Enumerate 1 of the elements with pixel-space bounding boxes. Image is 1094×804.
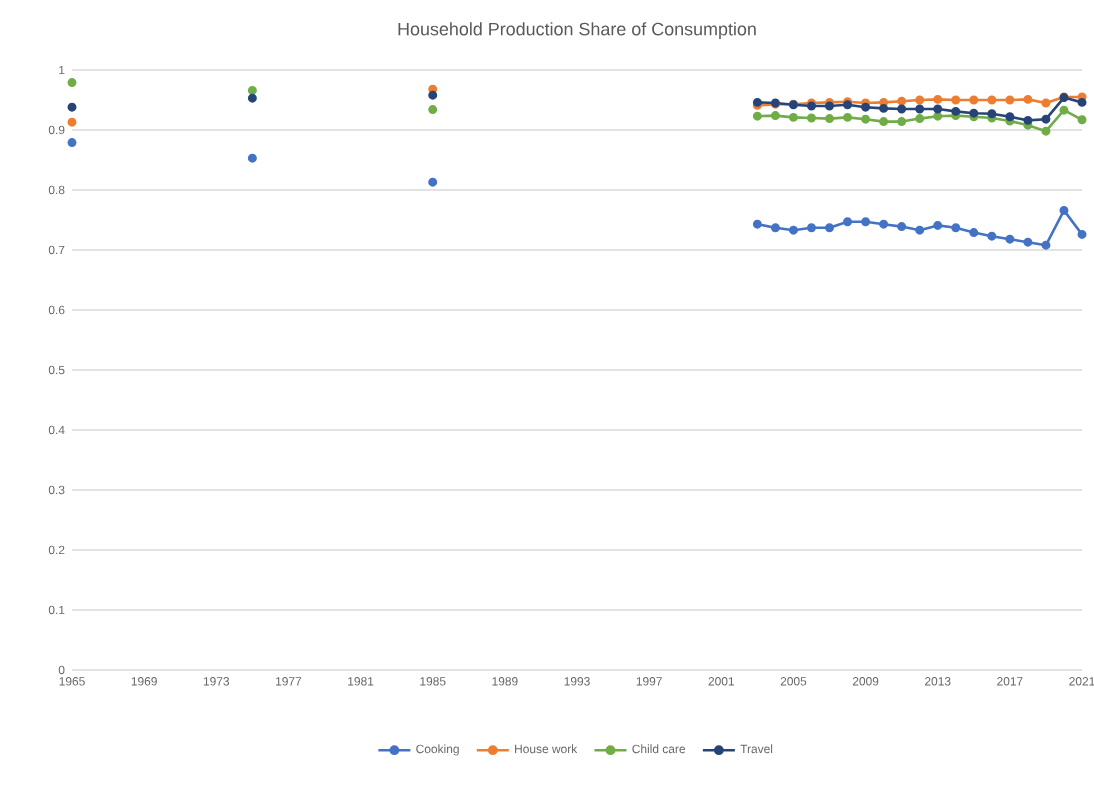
chart-title: Household Production Share of Consumption [398,22,756,39]
